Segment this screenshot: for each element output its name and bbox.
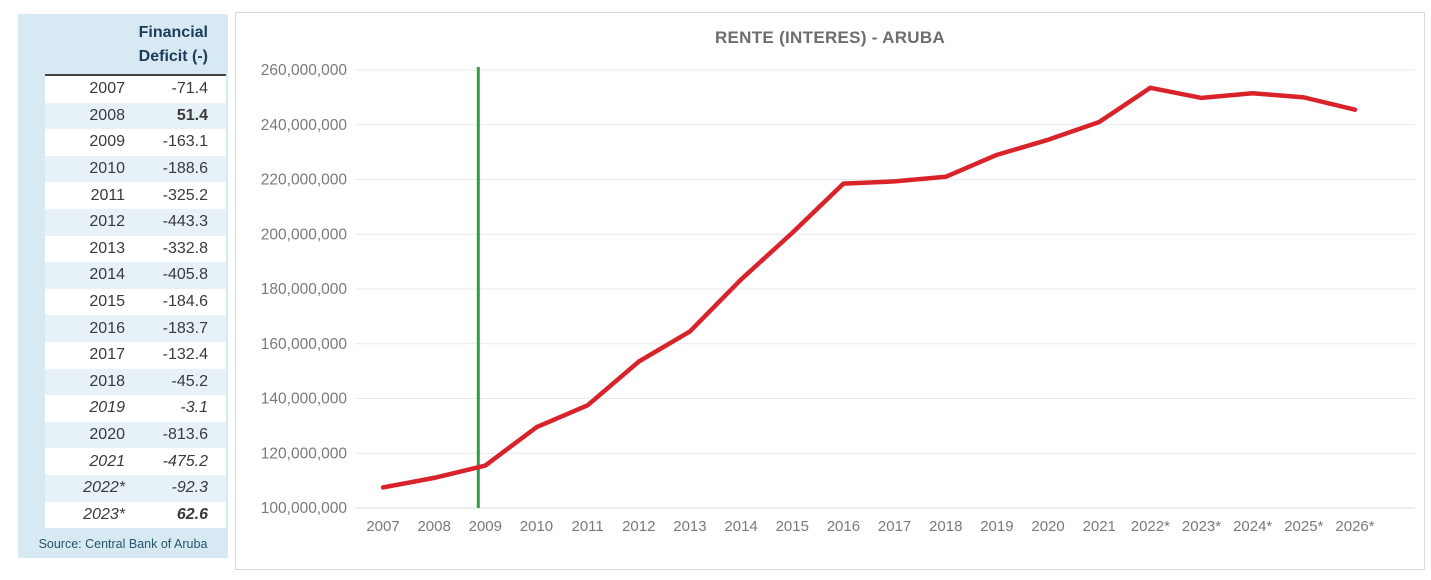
- x-tick-label: 2011: [571, 518, 603, 535]
- value-cell: -71.4: [171, 80, 208, 98]
- table-row: 2009 -163.1: [45, 129, 226, 156]
- x-axis-labels: 2007 2008 2009 2010 2011 2012 2013 2014 2015 2016…: [366, 518, 1374, 535]
- value-cell: 51.4: [176, 106, 208, 124]
- table-row: 2008 51.4: [45, 102, 226, 130]
- year-cell: 2007: [89, 80, 125, 98]
- value-cell: -3.1: [180, 399, 208, 417]
- year-cell: 2013: [89, 239, 125, 257]
- table-row: 2021 -475.2: [45, 448, 226, 475]
- value-cell: -184.6: [162, 293, 208, 311]
- x-tick-label: 2016: [827, 518, 860, 535]
- year-cell: 2022*: [83, 479, 125, 497]
- table-header-line2: Deficit (-): [138, 48, 208, 65]
- year-cell: 2023*: [83, 505, 125, 523]
- gridlines: [355, 69, 1415, 509]
- x-tick-label: 2009: [469, 518, 502, 535]
- y-axis-labels: 100,000,000 120,000,000 140,000,000 160,000…: [261, 62, 348, 517]
- table-row: 2015 -184.6: [45, 288, 226, 316]
- x-tick-label: 2026*: [1335, 518, 1374, 535]
- table-header-line1: Financial: [138, 24, 208, 41]
- y-tick-label: 240,000,000: [261, 117, 348, 134]
- y-tick-label: 260,000,000: [261, 62, 348, 79]
- x-tick-label: 2018: [929, 518, 962, 535]
- year-cell: 2009: [89, 133, 125, 151]
- table-row: 2007 -71.4: [45, 76, 226, 103]
- table-row: 2022* -92.3: [45, 474, 226, 502]
- table-header: Financial Deficit (-): [45, 21, 226, 76]
- interest-data-line: [380, 85, 1358, 490]
- year-cell: 2020: [89, 426, 125, 444]
- value-cell: -45.2: [171, 372, 208, 390]
- x-tick-label: 2020: [1031, 518, 1064, 535]
- x-tick-label: 2014: [724, 518, 757, 535]
- table-row: 2017 -132.4: [45, 341, 226, 369]
- year-cell: 2011: [90, 186, 125, 204]
- y-tick-label: 160,000,000: [261, 336, 348, 353]
- x-tick-label: 2015: [776, 518, 809, 535]
- y-tick-label: 200,000,000: [261, 226, 348, 243]
- value-cell: -405.8: [162, 266, 208, 284]
- table-row: 2018 -45.2: [45, 368, 226, 396]
- value-cell: -325.2: [162, 186, 208, 204]
- x-tick-label: 2013: [673, 518, 706, 535]
- year-cell: 2014: [89, 266, 125, 284]
- table-row: 2010 -188.6: [45, 155, 226, 183]
- x-tick-label: 2007: [366, 518, 399, 535]
- table-source-note: Source: Central Bank of Aruba: [38, 537, 208, 551]
- table-row: 2013 -332.8: [45, 235, 226, 263]
- year-cell: 2019: [89, 399, 125, 417]
- year-cell: 2017: [89, 346, 125, 364]
- value-cell: -132.4: [162, 346, 208, 364]
- x-tick-label: 2010: [520, 518, 553, 535]
- value-cell: 62.6: [176, 505, 208, 523]
- value-cell: -92.3: [171, 479, 208, 497]
- chart-title: RENTE (INTERES) - ARUBA: [714, 28, 946, 47]
- y-tick-label: 100,000,000: [261, 500, 348, 517]
- table-row: 2020 -813.6: [45, 421, 226, 449]
- value-cell: -332.8: [162, 239, 208, 257]
- table-row: 2016 -183.7: [45, 315, 226, 342]
- year-cell: 2012: [89, 213, 125, 231]
- x-tick-label: 2025*: [1284, 518, 1323, 535]
- table-row: 2012 -443.3: [45, 208, 226, 236]
- x-tick-label: 2024*: [1233, 518, 1272, 535]
- financial-deficit-table-panel: Financial Deficit (-) 2007 -71.4 2008 51.4 2…: [18, 14, 228, 558]
- value-cell: -183.7: [162, 319, 208, 337]
- x-tick-label: 2021: [1083, 518, 1116, 535]
- table-row: 2019 -3.1: [45, 395, 226, 422]
- x-tick-label: 2008: [417, 518, 450, 535]
- year-cell: 2021: [89, 452, 125, 470]
- value-cell: -188.6: [162, 160, 208, 178]
- table-row: 2023* 62.6: [45, 501, 226, 529]
- year-cell: 2008: [89, 106, 125, 124]
- y-tick-label: 220,000,000: [261, 172, 348, 189]
- value-cell: -443.3: [162, 213, 208, 231]
- year-cell: 2018: [89, 372, 125, 390]
- value-cell: -475.2: [162, 452, 208, 470]
- y-tick-label: 180,000,000: [261, 281, 348, 298]
- y-tick-label: 120,000,000: [261, 445, 348, 462]
- interest-chart-panel: 100,000,000 120,000,000 140,000,000 160,000…: [235, 12, 1425, 570]
- x-tick-label: 2012: [622, 518, 655, 535]
- table-rows: 2007 -71.4 2008 51.4 2009 -163.1 2010 -188.6 201…: [45, 76, 226, 529]
- year-cell: 2016: [89, 319, 125, 337]
- x-tick-label: 2022*: [1131, 518, 1170, 535]
- table-row: 2011 -325.2: [45, 182, 226, 209]
- y-tick-label: 140,000,000: [261, 391, 348, 408]
- year-cell: 2010: [89, 160, 125, 178]
- year-cell: 2015: [89, 293, 125, 311]
- value-cell: -813.6: [162, 426, 208, 444]
- x-tick-label: 2023*: [1182, 518, 1221, 535]
- table-row: 2014 -405.8: [45, 262, 226, 289]
- x-tick-label: 2017: [878, 518, 911, 535]
- x-tick-label: 2019: [980, 518, 1013, 535]
- value-cell: -163.1: [162, 133, 208, 151]
- line-chart: 100,000,000 120,000,000 140,000,000 160,000…: [261, 62, 1415, 535]
